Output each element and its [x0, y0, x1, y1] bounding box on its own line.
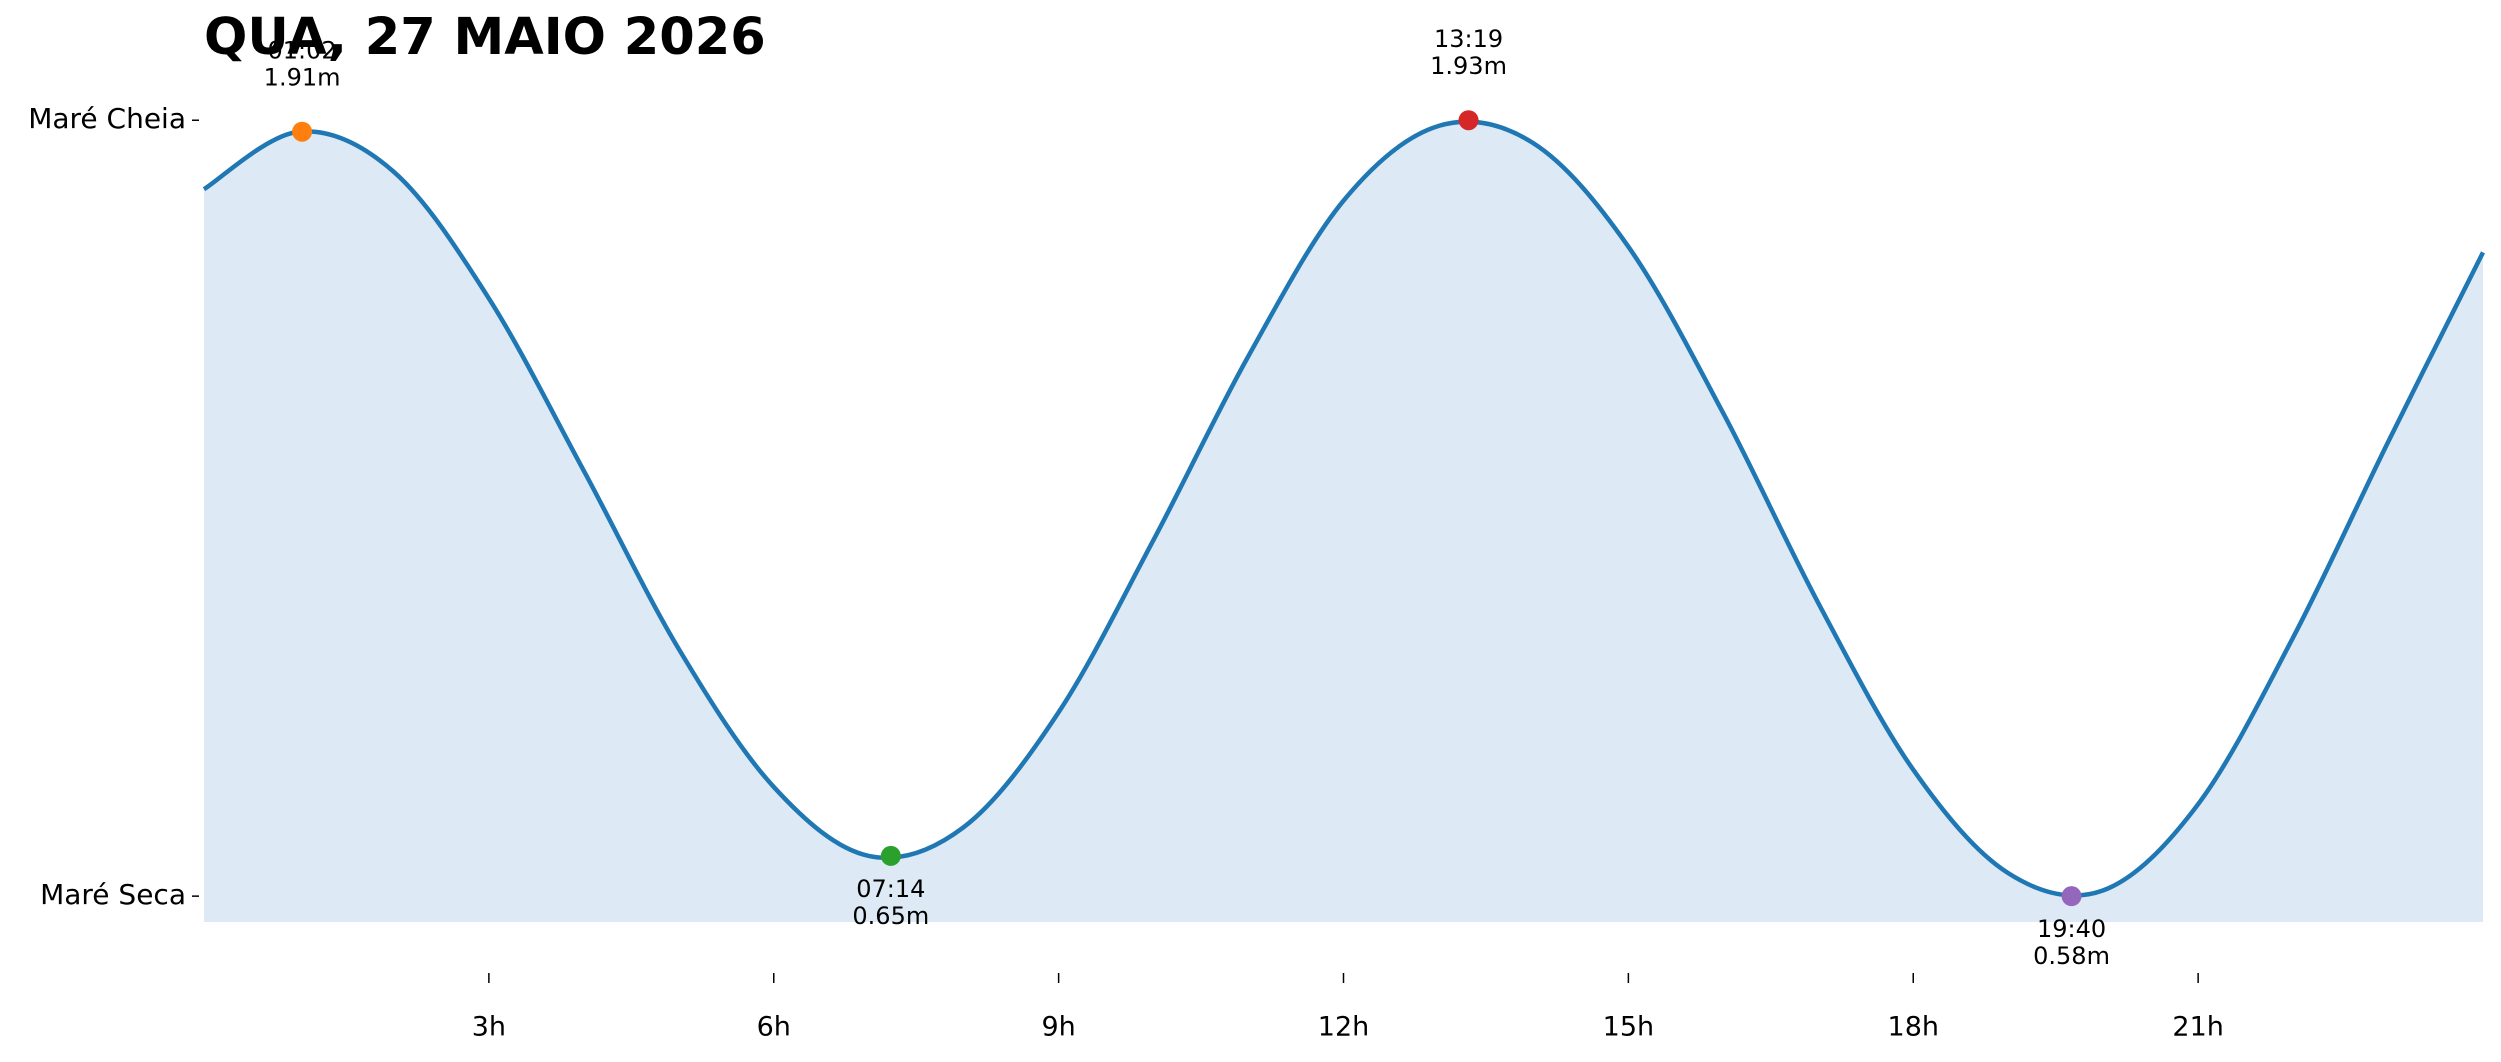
extreme-time: 07:14: [856, 875, 925, 903]
extreme-point: [2061, 886, 2082, 907]
extreme-point: [880, 845, 901, 866]
chart-title: QUA, 27 MAIO 2026: [204, 8, 766, 67]
x-tick-label: 3h: [472, 1012, 506, 1043]
extreme-point: [292, 121, 313, 142]
x-tick-label: 6h: [757, 1012, 791, 1043]
x-tick-label: 18h: [1888, 1012, 1939, 1043]
x-tick-label: 9h: [1041, 1012, 1075, 1043]
extreme-height: 0.58m: [2033, 942, 2110, 970]
extreme-height: 1.91m: [264, 64, 341, 92]
x-tick-label: 21h: [2172, 1012, 2223, 1043]
x-tick-label: 15h: [1603, 1012, 1654, 1043]
extreme-point: [1458, 110, 1479, 131]
extreme-time: 01:02: [268, 37, 337, 65]
y-tick-label: Maré Seca: [40, 878, 186, 911]
y-tick-label: Maré Cheia: [28, 102, 186, 135]
tide-area: [204, 121, 2483, 922]
x-tick-label: 12h: [1318, 1012, 1369, 1043]
extreme-time: 13:19: [1434, 25, 1503, 53]
extreme-time: 19:40: [2037, 915, 2106, 943]
tide-line: [202, 119, 2486, 898]
extreme-height: 1.93m: [1430, 52, 1507, 80]
extreme-height: 0.65m: [852, 902, 929, 930]
